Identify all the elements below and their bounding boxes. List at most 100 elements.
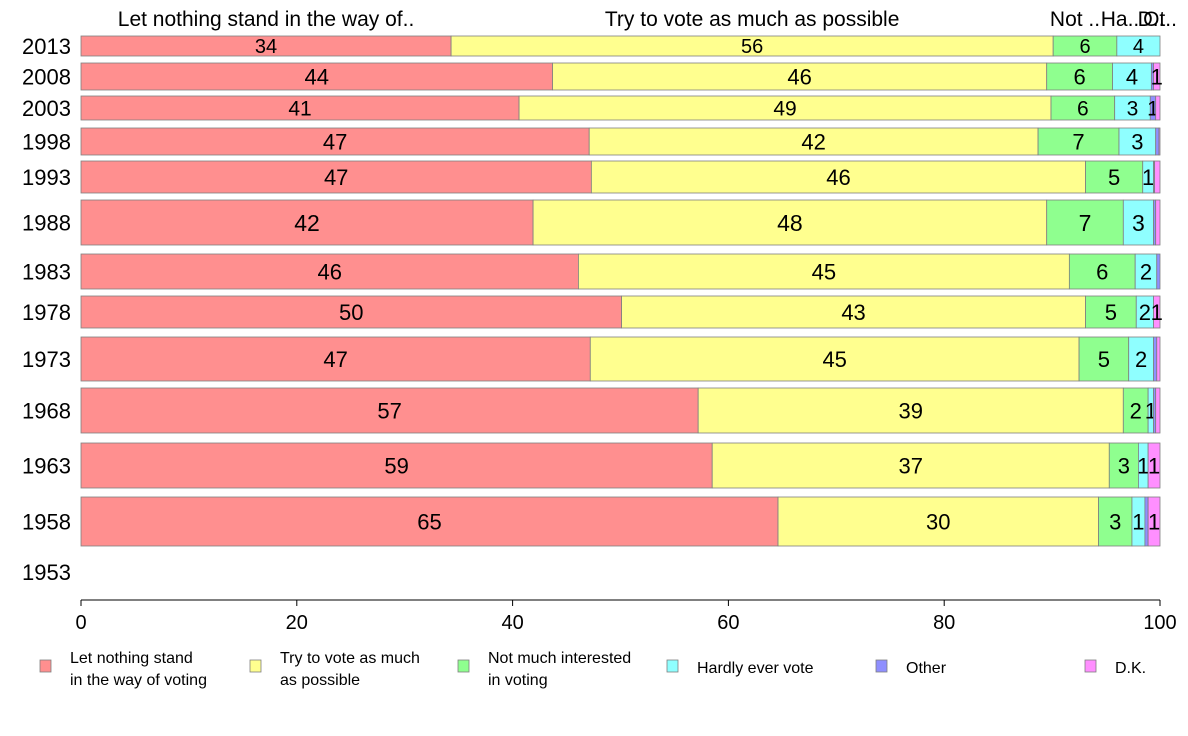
bar-segment: [1085, 295, 1137, 329]
data-label: 4: [1133, 36, 1144, 58]
x-tick-label: 60: [717, 612, 739, 634]
data-label: 59: [384, 453, 408, 478]
y-tick-label: 1993: [22, 165, 71, 190]
bar-segment: [1085, 160, 1144, 194]
data-label: 6: [1073, 64, 1085, 89]
bar-segment: [1050, 95, 1116, 121]
bar-segment: [1158, 127, 1161, 156]
data-label: 3: [1109, 509, 1121, 534]
bar-segment: [1078, 336, 1130, 382]
legend-label: Let nothing stand: [70, 650, 193, 667]
bar-segment: [1155, 199, 1161, 246]
data-label: 5: [1108, 165, 1120, 190]
bar-segment: [1153, 62, 1161, 91]
x-tick-label: 40: [501, 612, 523, 634]
data-label: 6: [1096, 259, 1108, 284]
bars: 34 56 6 444 46 6 4 141 49 6 3 147 42 7 347 46 5 142 48 7 346…: [80, 35, 1163, 547]
data-label: 1: [1148, 453, 1160, 478]
data-label: 46: [826, 165, 850, 190]
legend-label: in the way of voting: [70, 672, 207, 689]
data-label: 46: [787, 64, 811, 89]
bar-segment: [80, 253, 579, 290]
series-header: D..: [1138, 8, 1165, 31]
data-label: 56: [741, 36, 763, 58]
bar-segment: [777, 496, 1099, 547]
data-label: 34: [255, 36, 277, 58]
bar-segment: [1156, 336, 1161, 382]
data-label: 47: [324, 165, 348, 190]
legend-swatch: [249, 659, 262, 673]
data-label: 30: [926, 509, 950, 534]
legend-label: D.K.: [1115, 660, 1146, 677]
data-label: 3: [1131, 129, 1143, 154]
x-axis: 0 20 40 60 80 100: [75, 599, 1177, 634]
bar-segment: [621, 295, 1086, 329]
data-label: 1: [1148, 509, 1160, 534]
data-label: 47: [323, 129, 347, 154]
bar-segment: [578, 253, 1070, 290]
series-header: Ha..: [1101, 8, 1140, 31]
data-label: 2: [1139, 300, 1151, 325]
bar-segment: [1147, 442, 1161, 489]
legend-label: as possible: [280, 672, 360, 689]
bar-segment: [1153, 336, 1158, 382]
bar-segment: [588, 127, 1039, 156]
data-label: 50: [339, 300, 363, 325]
series-header: Let nothing stand in the way of..: [118, 8, 415, 31]
y-tick-label: 1963: [22, 454, 71, 479]
bar-segment: [1153, 295, 1161, 329]
bar-segment: [1155, 387, 1161, 434]
data-label: 2: [1135, 347, 1147, 372]
data-label: 49: [773, 98, 796, 121]
bar-segment: [80, 442, 713, 489]
data-label: 43: [841, 300, 865, 325]
y-tick-label: 1998: [22, 130, 71, 155]
bar-segment: [1122, 387, 1149, 434]
data-label: 1: [1132, 509, 1144, 534]
data-label: 4: [1126, 64, 1138, 89]
data-label: 6: [1079, 36, 1090, 58]
legend-label: Try to vote as much: [280, 650, 420, 667]
data-label: 5: [1105, 300, 1117, 325]
data-label: 39: [899, 398, 923, 423]
bar-segment: [80, 199, 534, 246]
data-label: 46: [317, 259, 341, 284]
data-label: 41: [288, 98, 311, 121]
bar-segment: [697, 387, 1124, 434]
data-label: 2: [1140, 259, 1152, 284]
series-headers: Let nothing stand in the way of.. Try to …: [118, 8, 1177, 31]
bar-segment: [1046, 62, 1113, 91]
y-tick-label: 1953: [22, 560, 71, 585]
y-tick-label: 1978: [22, 300, 71, 325]
bar-segment: [1154, 160, 1161, 194]
legend-swatch: [457, 659, 470, 673]
legend: Let nothing stand in the way of voting Try…: [39, 650, 1146, 689]
y-tick-label: 1958: [22, 510, 71, 535]
data-label: 6: [1077, 98, 1089, 121]
data-label: 1: [1137, 453, 1149, 478]
data-label: 5: [1098, 347, 1110, 372]
x-tick-label: 100: [1143, 612, 1176, 634]
series-header: Ot..: [1143, 8, 1177, 31]
bar-segment: [1147, 496, 1161, 547]
legend-label: Other: [906, 660, 947, 677]
bar-segment: [532, 199, 1048, 246]
y-tick-label: 2013: [22, 34, 71, 59]
data-label: 7: [1079, 210, 1092, 236]
x-tick-label: 0: [75, 612, 86, 634]
legend-swatch: [39, 659, 52, 673]
data-label: 47: [323, 347, 347, 372]
bar-segment: [1156, 253, 1161, 290]
legend-swatch: [666, 659, 679, 673]
series-header: Not ..: [1050, 8, 1100, 31]
y-tick-label: 1973: [22, 347, 71, 372]
bar-segment: [1046, 199, 1124, 246]
y-axis-labels: 2013 2008 2003 1998 1993 1988 1983 1978 1973 1968…: [22, 34, 71, 585]
legend-label: Hardly ever vote: [697, 660, 814, 677]
y-tick-label: 2008: [22, 65, 71, 90]
legend-swatch: [875, 659, 888, 673]
data-label: 45: [812, 259, 836, 284]
bar-segment: [80, 127, 590, 156]
data-label: 1: [1147, 98, 1159, 121]
